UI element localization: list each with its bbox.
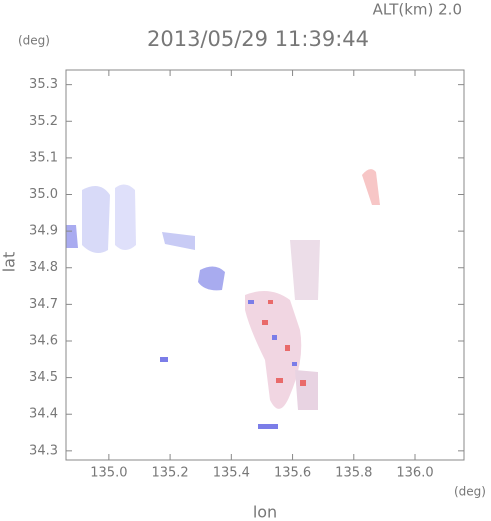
plot-frame	[65, 69, 465, 461]
x-axis-label: lon	[253, 503, 277, 521]
echo	[162, 232, 195, 250]
x-tick-label: 135.2	[151, 466, 188, 481]
echo-cell	[300, 380, 306, 386]
x-tick-label: 135.4	[213, 466, 250, 481]
y-tick-label: 35.1	[29, 150, 58, 165]
x-tick-label: 136.0	[396, 466, 433, 481]
echo-cell	[262, 320, 268, 325]
y-tick-label: 34.9	[29, 224, 58, 239]
y-tick-label: 34.3	[29, 443, 58, 458]
y-tick-label: 34.5	[29, 370, 58, 385]
x-tick-label: 135.0	[90, 466, 127, 481]
echo-cell	[160, 357, 168, 362]
altitude: ALT(km) 2.0	[373, 1, 462, 19]
x-tick-label: 135.6	[274, 466, 311, 481]
y-tick-label: 34.4	[29, 407, 58, 422]
echo-field	[66, 169, 380, 429]
echo-cell	[285, 345, 290, 351]
echo	[115, 184, 136, 250]
echo	[66, 225, 78, 248]
echo	[295, 370, 318, 410]
echo	[198, 266, 225, 291]
x-unit: (deg)	[454, 485, 486, 499]
echo-cell	[292, 362, 297, 366]
echo-cell	[248, 300, 254, 304]
chart-title: 2013/05/29 11:39:44	[147, 27, 369, 51]
echo	[245, 291, 302, 409]
echo	[82, 186, 110, 254]
echo-cell	[268, 300, 273, 304]
echo-cell	[258, 424, 278, 429]
y-tick-label: 35.2	[29, 114, 58, 129]
echo-cell	[272, 335, 277, 340]
y-unit: (deg)	[18, 34, 50, 48]
y-tick-label: 35.0	[29, 187, 58, 202]
y-tick-label: 35.3	[29, 77, 58, 92]
echo	[290, 240, 320, 300]
x-tick-label: 135.8	[335, 466, 372, 481]
y-tick-label: 34.6	[29, 333, 58, 348]
y-tick-label: 34.8	[29, 260, 58, 275]
echo	[362, 169, 380, 205]
echo-cell	[276, 378, 283, 383]
y-axis-label: lat	[0, 252, 19, 273]
y-tick-label: 34.7	[29, 297, 58, 312]
